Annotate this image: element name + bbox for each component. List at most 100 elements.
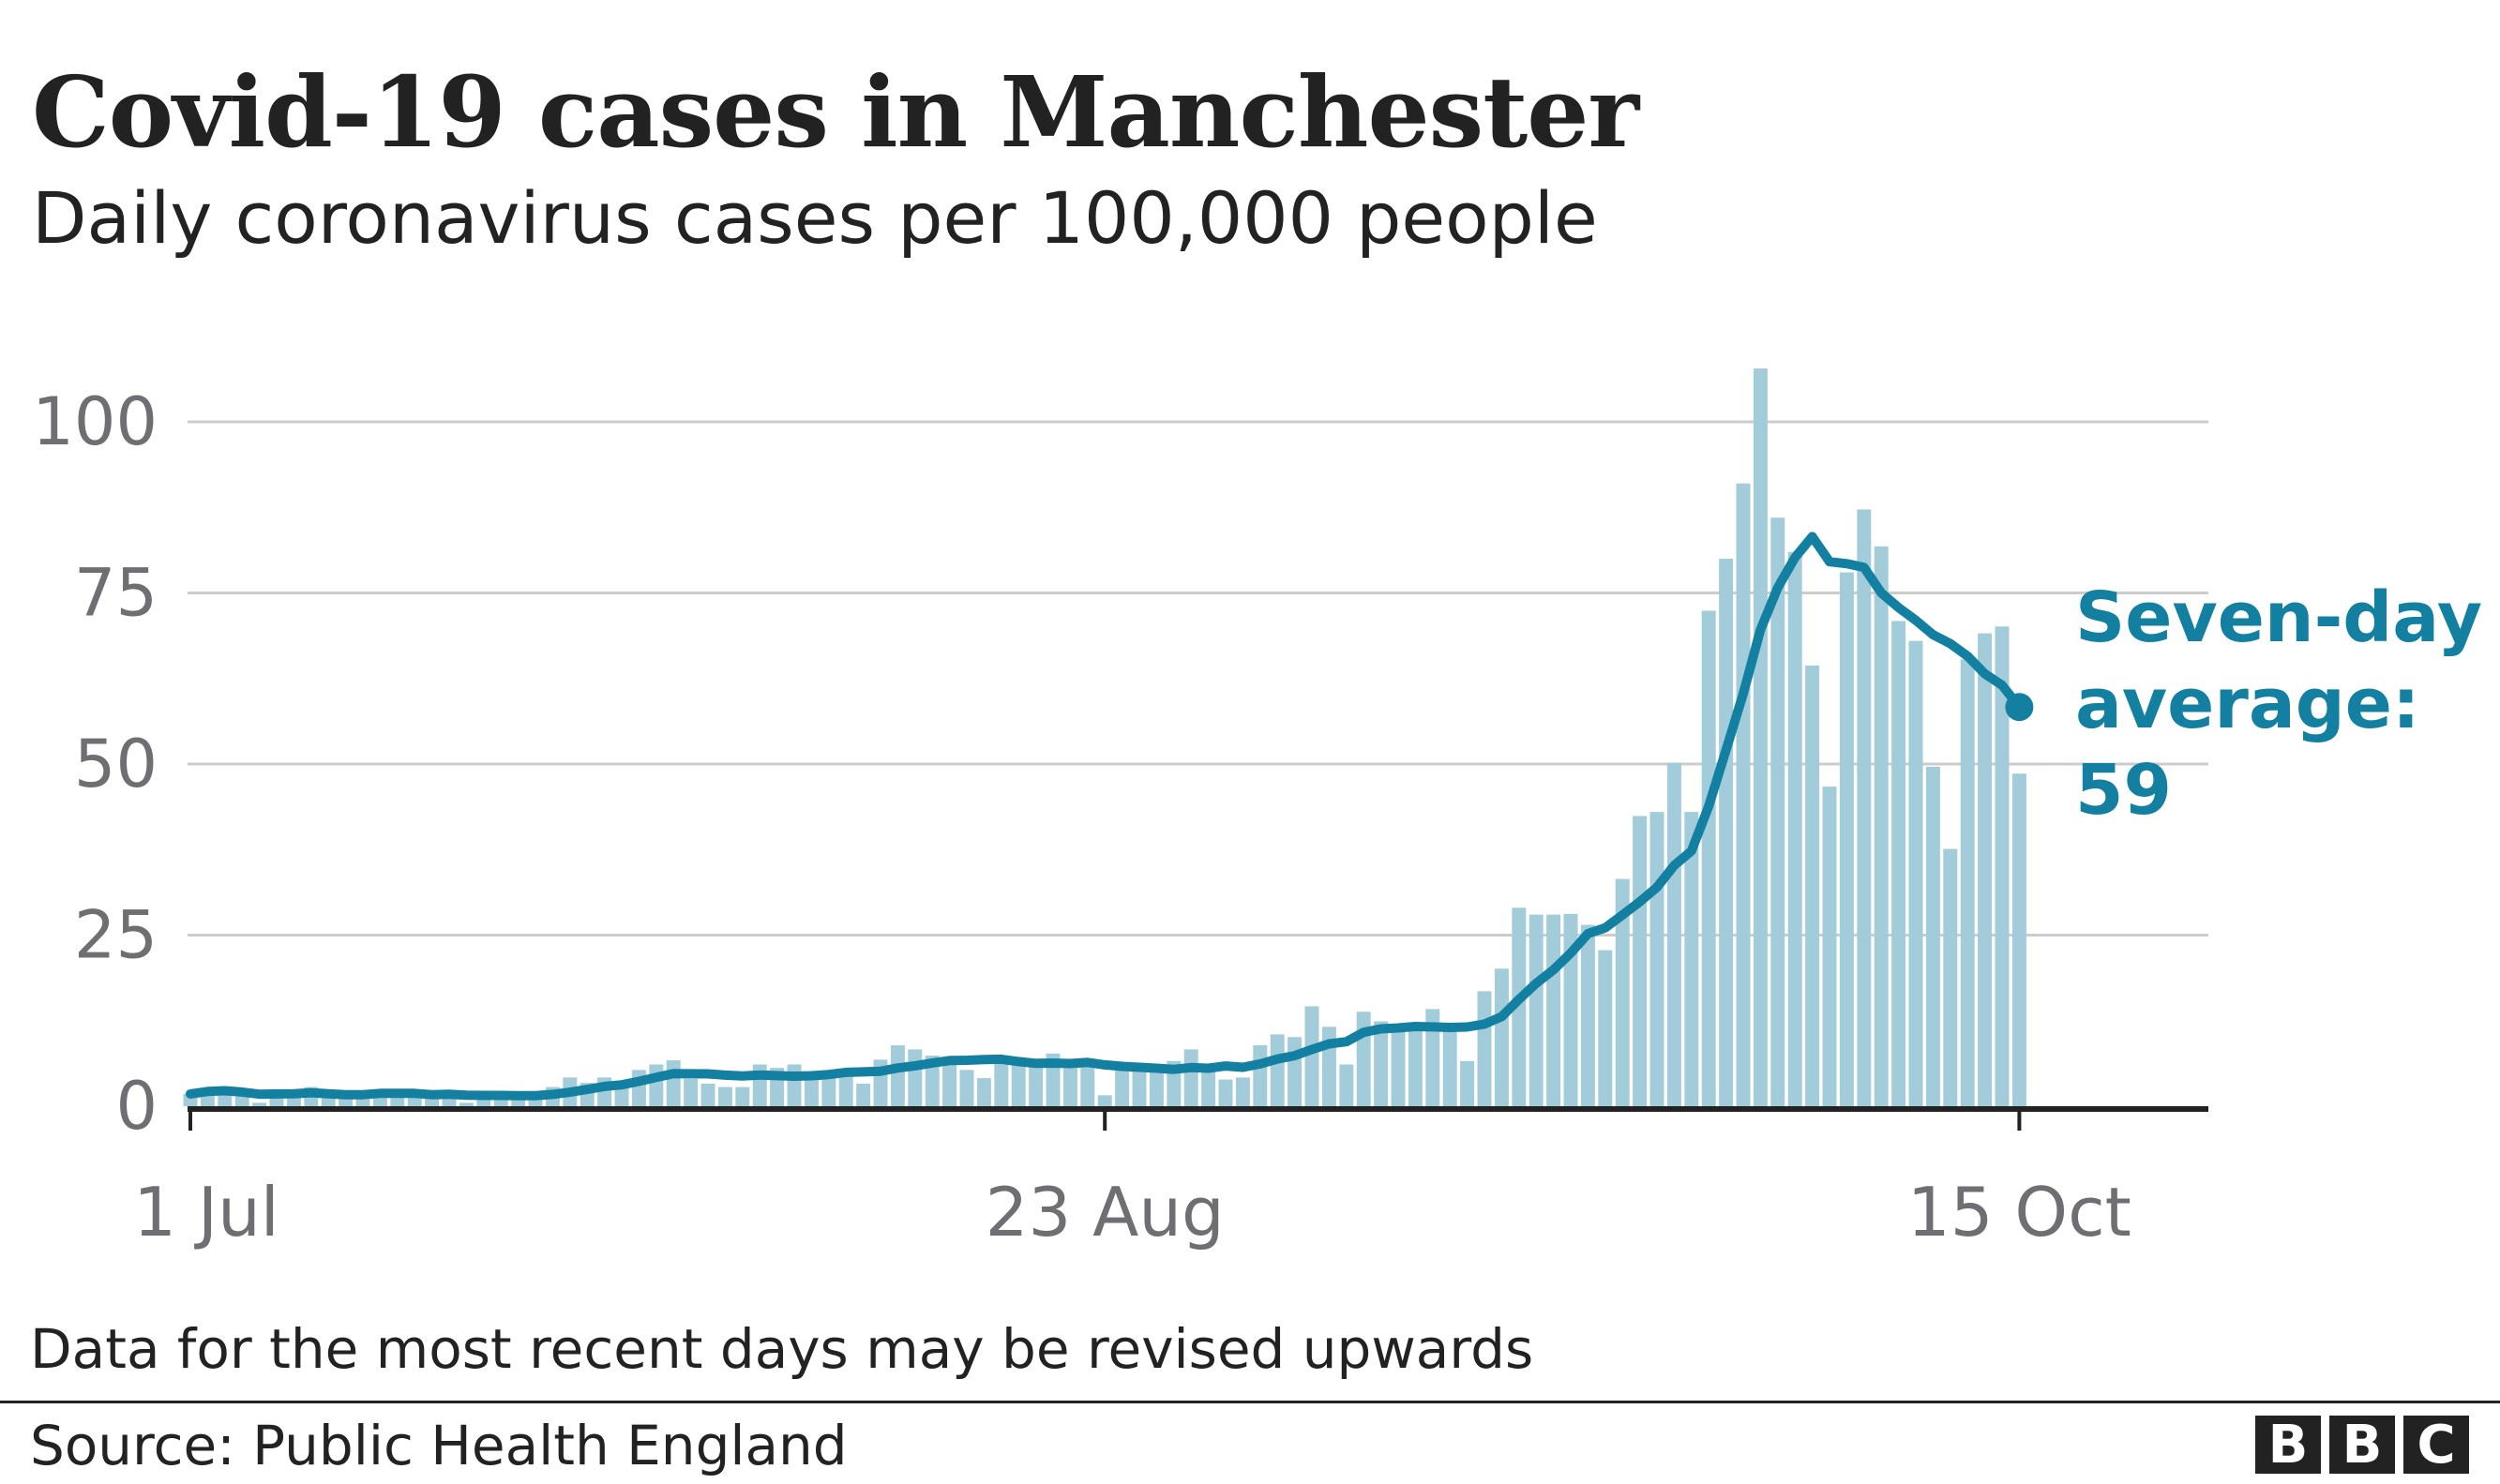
x-tick-label: 1 Jul <box>133 1173 279 1252</box>
bar <box>1374 1021 1389 1106</box>
bar <box>666 1060 681 1106</box>
bar <box>355 1096 370 1106</box>
bar <box>1995 626 2010 1106</box>
bar <box>1857 509 1872 1106</box>
x-axis-line <box>188 1106 2208 1112</box>
bar <box>1183 1049 1198 1106</box>
bar <box>684 1078 699 1106</box>
bar <box>631 1070 646 1106</box>
bar <box>1978 633 1993 1106</box>
seven-day-average-label: 59 <box>2075 750 2172 831</box>
bbc-logo-letter: B <box>2329 1415 2395 1476</box>
bar <box>1839 572 1854 1106</box>
bar <box>1633 816 1648 1106</box>
bar <box>1253 1045 1268 1106</box>
bar <box>2011 773 2026 1106</box>
bar <box>1580 924 1595 1106</box>
bar <box>1391 1027 1406 1106</box>
bar <box>1062 1061 1077 1106</box>
bar <box>1512 907 1527 1106</box>
bar <box>1753 368 1768 1106</box>
bar <box>1356 1012 1371 1106</box>
bar <box>994 1057 1009 1106</box>
bar <box>1874 546 1889 1106</box>
bar <box>1822 787 1837 1106</box>
bar <box>1666 762 1681 1106</box>
bar <box>1442 1030 1457 1106</box>
bar <box>1425 1009 1440 1106</box>
x-tick <box>188 1106 192 1131</box>
bar <box>942 1057 957 1106</box>
x-tick-label: 15 Oct <box>1907 1173 2131 1252</box>
bbc-logo: B B C <box>2255 1415 2469 1476</box>
bar <box>1529 914 1544 1106</box>
bar <box>1288 1037 1303 1106</box>
bar <box>459 1102 474 1106</box>
y-tick-label: 0 <box>115 1068 158 1145</box>
bbc-logo-letter: B <box>2255 1415 2321 1476</box>
bar <box>1770 517 1785 1106</box>
chart-note: Data for the most recent days may be rev… <box>30 1317 1534 1381</box>
bar <box>1011 1061 1026 1106</box>
bar <box>1908 640 1923 1106</box>
bar <box>838 1072 853 1106</box>
bar <box>1149 1068 1164 1106</box>
y-tick-label: 75 <box>74 555 158 632</box>
bar <box>1649 812 1664 1106</box>
seven-day-average-label: average: <box>2075 664 2420 744</box>
bar <box>1339 1064 1354 1106</box>
bar <box>339 1096 354 1106</box>
bar <box>1701 610 1716 1106</box>
bar <box>1477 991 1492 1106</box>
bar <box>717 1087 732 1106</box>
bar <box>1029 1061 1044 1106</box>
seven-day-average-line <box>186 532 2025 1101</box>
y-tick-label: 25 <box>74 897 158 974</box>
bar <box>1925 766 1940 1106</box>
chart-subtitle: Daily coronavirus cases per 100,000 peop… <box>32 176 1598 260</box>
bar <box>856 1083 871 1106</box>
bar <box>1115 1068 1130 1106</box>
bar <box>1598 950 1613 1106</box>
bar <box>1270 1034 1285 1106</box>
bar <box>1460 1060 1475 1106</box>
bar <box>1943 848 1958 1106</box>
bar <box>476 1098 491 1106</box>
bar <box>1546 914 1561 1106</box>
bar <box>821 1075 836 1106</box>
bar <box>252 1102 267 1106</box>
bbc-logo-letter: C <box>2403 1415 2469 1476</box>
bar <box>908 1049 923 1106</box>
bar <box>1494 968 1509 1106</box>
bar <box>700 1083 715 1106</box>
bar <box>735 1087 750 1106</box>
bar <box>649 1064 664 1106</box>
x-tick <box>1103 1106 1107 1131</box>
bar <box>321 1096 336 1106</box>
bar <box>1891 621 1906 1106</box>
y-tick-label: 50 <box>74 726 158 802</box>
seven-day-average-label: Seven-day <box>2075 577 2482 658</box>
bar <box>1736 483 1751 1106</box>
bar <box>1201 1066 1216 1106</box>
bar <box>1132 1068 1147 1106</box>
bar <box>234 1096 249 1106</box>
x-tick <box>2017 1106 2022 1131</box>
x-tick-label: 23 Aug <box>986 1173 1225 1252</box>
bar <box>959 1070 974 1106</box>
bar <box>890 1045 905 1106</box>
bar <box>1218 1079 1233 1106</box>
bar <box>1719 559 1734 1106</box>
seven-day-average-endpoint <box>2005 693 2034 722</box>
bar <box>1787 551 1802 1106</box>
bar <box>1960 659 1975 1106</box>
bar <box>1684 812 1699 1106</box>
bar <box>1235 1077 1250 1106</box>
chart-plot: 0 25 50 75 100 1 Jul 23 Aug 15 Oct Seven-dayave… <box>32 368 2482 1252</box>
y-tick-label: 100 <box>32 383 158 460</box>
bar <box>1408 1027 1423 1106</box>
bar <box>1304 1006 1319 1106</box>
footer-divider <box>0 1401 2500 1403</box>
bar <box>1080 1061 1095 1106</box>
bar <box>425 1096 440 1106</box>
